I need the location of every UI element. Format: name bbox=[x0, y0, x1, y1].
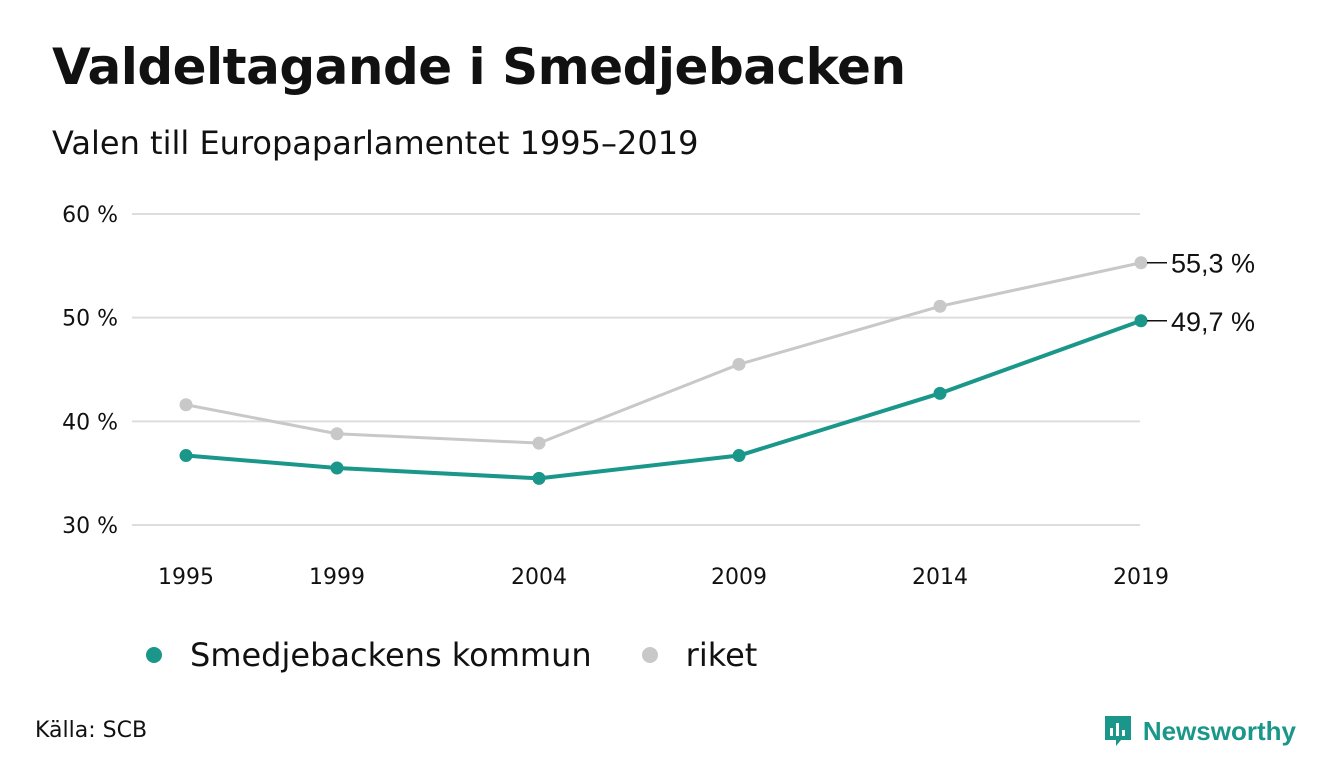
x-tick-label: 2004 bbox=[511, 565, 567, 590]
series-line-smedjebackens-kommun bbox=[184, 318, 1143, 481]
legend-marker-riket bbox=[641, 647, 658, 663]
data-point-riket bbox=[933, 299, 947, 313]
y-tick-label: 50 % bbox=[62, 307, 118, 332]
chart-bubble-icon bbox=[1104, 716, 1131, 746]
data-point-riket bbox=[532, 436, 546, 450]
series-line-riket bbox=[184, 261, 1143, 445]
data-point-smedjebackens-kommun bbox=[532, 471, 546, 485]
legend-marker-smedjebacken bbox=[146, 647, 162, 663]
x-tick-label: 1999 bbox=[309, 565, 365, 590]
x-tick-label: 1995 bbox=[158, 565, 214, 590]
data-point-smedjebackens-kommun bbox=[179, 449, 193, 463]
chart-legend: Smedjebackens kommun riket bbox=[146, 636, 807, 674]
data-point-riket bbox=[330, 427, 344, 441]
data-point-smedjebackens-kommun bbox=[933, 386, 947, 400]
legend-label-riket: riket bbox=[685, 636, 758, 674]
data-point-riket bbox=[732, 357, 746, 371]
data-point-riket bbox=[1134, 256, 1148, 270]
end-label-smedjebackens-kommun: 49,7 % bbox=[1171, 307, 1255, 337]
legend-label-smedjebacken: Smedjebackens kommun bbox=[190, 636, 592, 674]
x-tick-label: 2014 bbox=[912, 565, 968, 590]
legend-item-smedjebacken: Smedjebackens kommun bbox=[146, 636, 592, 674]
y-tick-label: 40 % bbox=[62, 410, 118, 435]
legend-item-riket: riket bbox=[641, 636, 758, 674]
data-point-riket bbox=[179, 398, 193, 412]
end-label-riket: 55,3 % bbox=[1171, 249, 1255, 279]
data-point-smedjebackens-kommun bbox=[330, 461, 344, 475]
chart-subtitle: Valen till Europaparlamentet 1995–2019 bbox=[52, 124, 699, 162]
brand-name: Newsworthy bbox=[1142, 715, 1296, 746]
brand-logo: Newsworthy bbox=[1103, 714, 1296, 748]
data-point-smedjebackens-kommun bbox=[732, 449, 746, 463]
source-note: Källa: SCB bbox=[35, 718, 148, 743]
data-point-smedjebackens-kommun bbox=[1134, 314, 1148, 328]
x-tick-label: 2009 bbox=[711, 565, 767, 590]
y-tick-label: 30 % bbox=[62, 514, 118, 539]
x-tick-label: 2019 bbox=[1113, 565, 1169, 590]
y-tick-label: 60 % bbox=[62, 203, 118, 228]
chart-title: Valdeltagande i Smedjebacken bbox=[52, 38, 906, 96]
line-chart: 30 % 40 % 50 % 60 % 1995 1999 2004 2009 2014 2019… bbox=[62, 203, 1255, 590]
